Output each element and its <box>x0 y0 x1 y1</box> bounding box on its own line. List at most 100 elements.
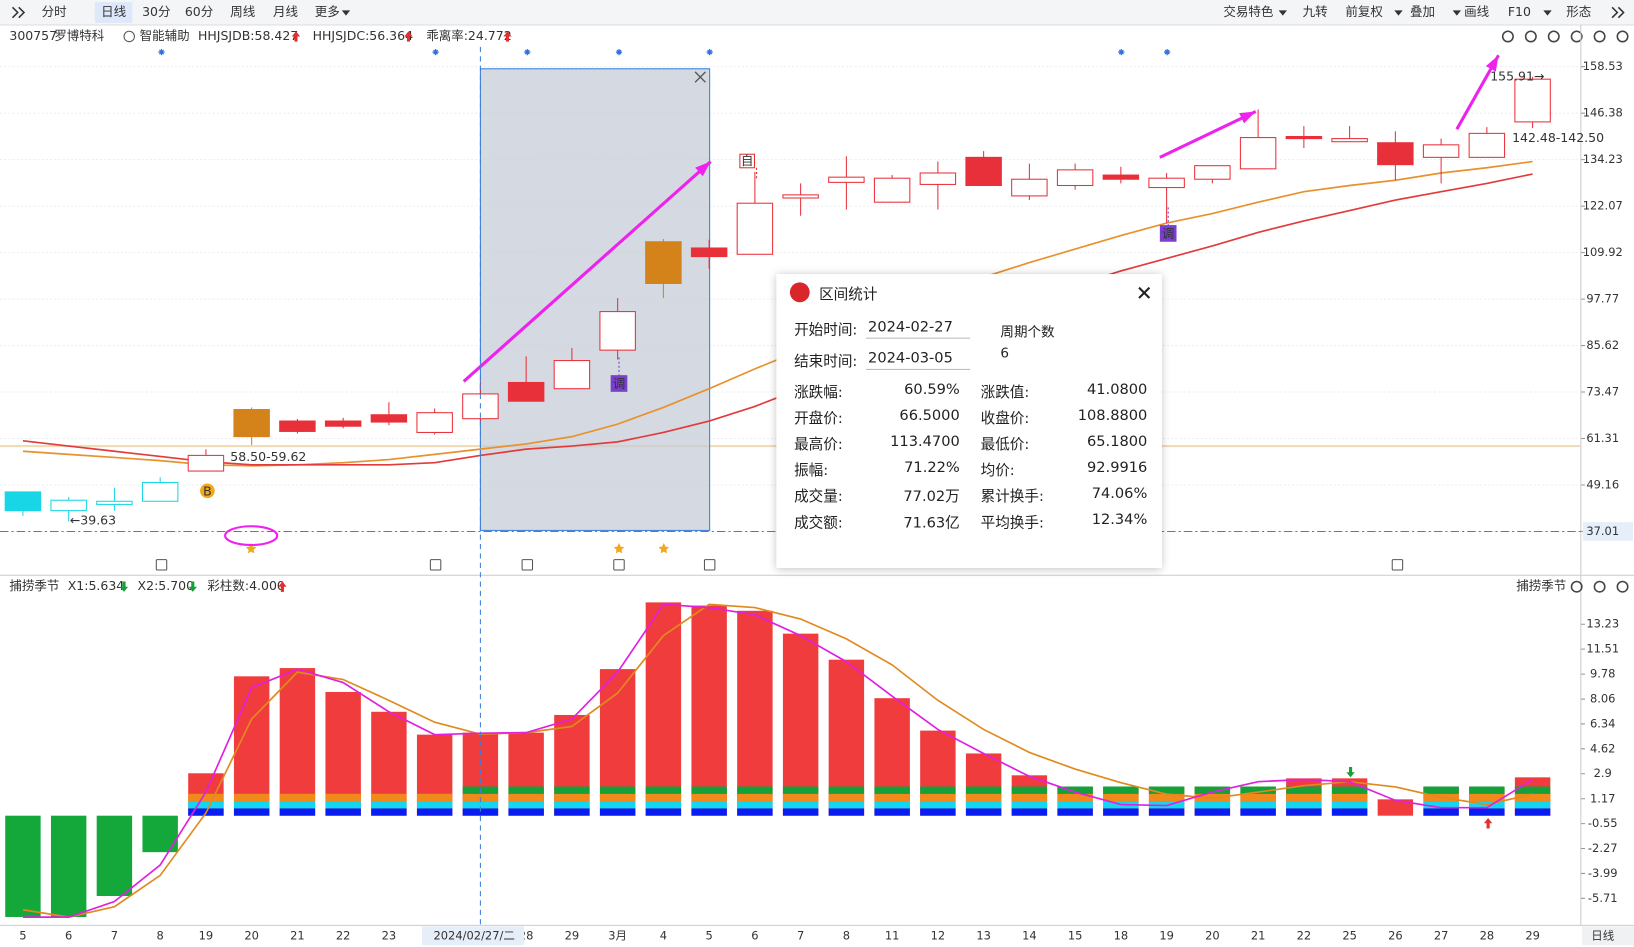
tool-icon[interactable] <box>1616 30 1629 43</box>
color-stripe <box>554 786 590 794</box>
news-icon[interactable] <box>703 559 716 571</box>
event-marker[interactable] <box>615 48 623 56</box>
tool-button[interactable]: 九转 <box>1303 4 1328 19</box>
tool-icon[interactable] <box>1501 30 1514 43</box>
color-stripe <box>782 786 819 794</box>
period-tab[interactable]: 分时 <box>42 4 68 19</box>
tool-button[interactable]: F10 <box>1508 4 1531 19</box>
tool-icon[interactable] <box>1616 580 1629 593</box>
color-stripe <box>279 801 316 809</box>
y-tick-label: -5.71 <box>1588 891 1618 905</box>
tool-button[interactable]: 形态 <box>1566 4 1591 19</box>
x-tick-label: 15 <box>1068 928 1083 942</box>
tool-icon[interactable] <box>1524 30 1537 43</box>
color-stripe <box>691 808 727 816</box>
period-tab[interactable]: 月线 <box>273 4 299 19</box>
period-tab[interactable]: 周线 <box>230 4 256 19</box>
indicator-value: HHJSJDC:56.364 <box>313 28 413 43</box>
close-icon[interactable] <box>1138 286 1151 299</box>
x-tick-label: 6 <box>65 928 72 942</box>
x-tick-label: 5 <box>705 928 712 942</box>
event-marker[interactable] <box>1164 48 1171 56</box>
event-marker[interactable] <box>1118 48 1125 56</box>
y-tick-label: 73.47 <box>1586 385 1619 399</box>
event-marker[interactable] <box>706 48 713 56</box>
event-marker[interactable] <box>524 48 531 56</box>
period-tab[interactable]: 30分 <box>142 4 170 19</box>
interval-selection[interactable] <box>479 68 711 531</box>
adjust-badge-label[interactable]: 调 <box>613 376 626 391</box>
assist-label[interactable]: 智能辅助 <box>140 28 190 43</box>
tool-icon[interactable] <box>1570 580 1583 593</box>
star-marker[interactable] <box>613 542 625 554</box>
end-input[interactable]: 2024-03-05 <box>865 348 971 370</box>
candle-body <box>141 481 179 502</box>
candle-body <box>416 412 453 433</box>
stat-label: 均价: <box>980 462 1015 480</box>
color-stripe <box>1469 793 1505 802</box>
candle-body <box>690 247 728 258</box>
color-stripe <box>233 801 270 809</box>
adjust-badge[interactable] <box>1159 225 1177 242</box>
news-icon[interactable] <box>155 559 168 571</box>
color-stripe <box>1331 786 1368 794</box>
star-marker[interactable] <box>245 542 257 554</box>
selection-close[interactable] <box>694 71 706 83</box>
star-marker[interactable] <box>658 542 670 554</box>
buy-badge-label[interactable]: B <box>203 483 212 498</box>
period-tab[interactable]: 更多 <box>315 4 340 19</box>
self-badge[interactable] <box>739 153 755 169</box>
color-stripe <box>599 808 636 816</box>
trend-arrow <box>1483 818 1493 829</box>
event-marker[interactable] <box>158 48 165 56</box>
close-button[interactable] <box>1137 286 1152 301</box>
candle-body <box>233 409 270 438</box>
news-icon[interactable] <box>1391 559 1404 571</box>
color-stripe <box>920 808 956 816</box>
tool-button[interactable]: 交易特色 <box>1223 4 1274 19</box>
color-stripe <box>1194 793 1231 802</box>
color-stripe <box>920 801 956 809</box>
tool-button[interactable]: 画线 <box>1464 4 1490 19</box>
color-stripe <box>554 801 590 809</box>
period-tab[interactable]: 60分 <box>185 4 213 19</box>
assist-icon[interactable] <box>123 30 135 43</box>
tool-icon[interactable] <box>1593 30 1606 43</box>
tool-icon[interactable] <box>1593 580 1606 593</box>
candle-body <box>645 241 682 284</box>
news-icon[interactable] <box>613 559 625 571</box>
expand-icon[interactable] <box>1611 6 1625 19</box>
tool-button[interactable]: 前复权 <box>1345 4 1383 19</box>
stat-value: 41.0800 <box>1086 381 1148 399</box>
period-tab[interactable]: 日线 <box>101 4 127 19</box>
stat-label: 成交量: <box>794 488 843 506</box>
trend-arrowhead <box>1485 55 1499 72</box>
tool-button[interactable]: 叠加 <box>1410 4 1435 19</box>
candle-body <box>919 172 957 185</box>
trend-line-drawing <box>462 160 712 383</box>
news-icon[interactable] <box>429 559 442 571</box>
candle-body <box>1056 169 1094 187</box>
self-badge-label[interactable]: 自 <box>741 153 754 168</box>
adjust-badge-label[interactable]: 调 <box>1162 226 1175 241</box>
y-tick-label: 4.62 <box>1590 741 1616 755</box>
candle-body <box>1331 138 1368 143</box>
adjust-badge[interactable] <box>610 375 628 392</box>
tool-icon[interactable] <box>1547 30 1560 43</box>
event-marker[interactable] <box>432 48 439 56</box>
color-stripe <box>508 793 544 802</box>
color-stripe <box>920 793 956 802</box>
color-stripe <box>1148 808 1185 816</box>
y-tick-label: 6.34 <box>1590 716 1616 730</box>
color-stripe <box>416 793 453 802</box>
indicator-bar <box>96 815 133 896</box>
color-stripe <box>737 801 773 809</box>
trend-arrow <box>119 581 129 592</box>
start-input[interactable]: 2024-02-27 <box>865 317 971 339</box>
color-stripe <box>371 793 407 802</box>
buy-badge[interactable] <box>200 483 215 499</box>
news-icon[interactable] <box>521 559 534 571</box>
tool-icon[interactable] <box>1570 30 1583 43</box>
expand-icon[interactable] <box>11 6 26 19</box>
stat-value: 113.4700 <box>890 433 960 451</box>
